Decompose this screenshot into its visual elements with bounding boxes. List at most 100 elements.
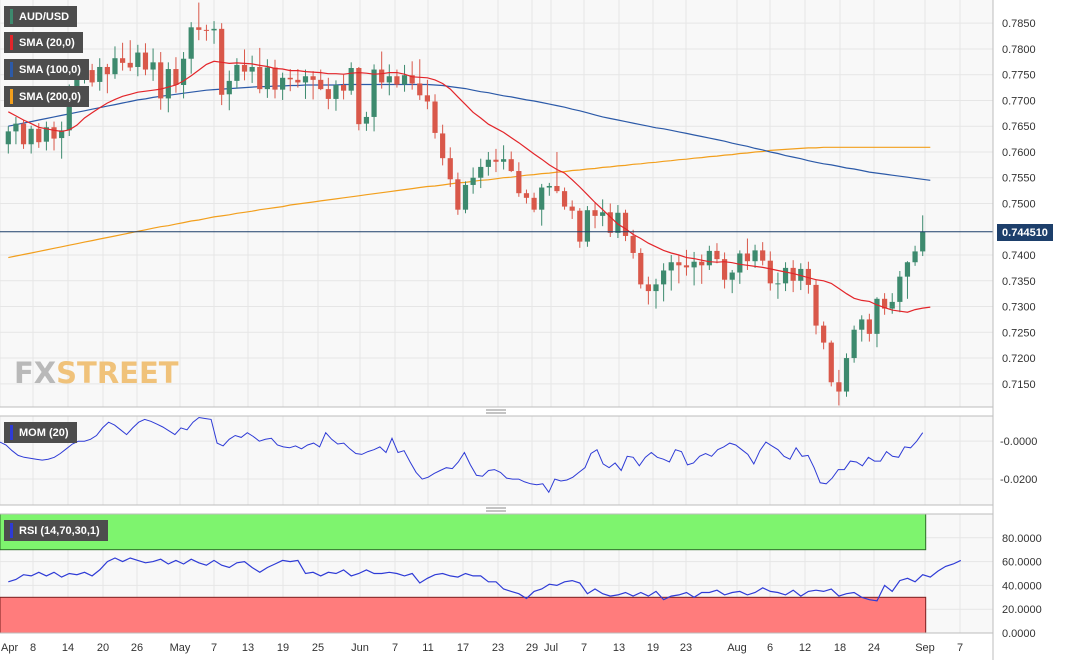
x-tick-label: Jun — [351, 642, 369, 654]
candle-down — [379, 69, 385, 83]
candle-up — [59, 130, 65, 139]
mom-line — [0, 416, 924, 494]
x-tick-label: 24 — [868, 642, 880, 654]
candle-up — [150, 62, 156, 70]
candle-up — [363, 116, 370, 124]
candle-up — [112, 58, 118, 75]
mom-tick-label: -0.0200 — [1000, 474, 1037, 486]
candle-down — [821, 325, 827, 343]
rsi-oversold-zone — [0, 596, 927, 634]
candle-up — [729, 272, 735, 280]
candle-up — [706, 250, 712, 266]
candle-up — [371, 69, 377, 117]
candle-up — [798, 268, 804, 281]
candle-up — [539, 187, 545, 210]
candle-down — [120, 58, 126, 63]
candle-down — [318, 79, 324, 90]
candle-down — [554, 185, 560, 192]
candle-down — [440, 133, 446, 159]
candle-down — [104, 66, 110, 75]
candle-up — [920, 231, 926, 252]
candle-up — [668, 262, 674, 271]
price-tick-label: 0.7500 — [1002, 199, 1036, 211]
sma20-line — [8, 60, 931, 313]
candle-down — [196, 27, 202, 30]
rsi-tick-label: 60.0000 — [1002, 557, 1042, 569]
candle-down — [882, 298, 888, 309]
sma20-label: SMA (20,0) — [19, 36, 75, 49]
x-tick-label: 17 — [457, 642, 469, 654]
candle-up — [470, 177, 476, 185]
x-tick-label: Sep — [915, 642, 935, 654]
candle-down — [325, 89, 331, 99]
candle-down — [607, 212, 613, 233]
x-tick-label: 20 — [97, 642, 109, 654]
sma200-line — [8, 146, 931, 259]
candle-up — [501, 159, 507, 162]
price-tick-label: 0.7150 — [1002, 379, 1036, 391]
candle-up — [135, 52, 141, 67]
candle-down — [295, 79, 301, 83]
candle-down — [142, 52, 149, 70]
candle-up — [661, 270, 667, 285]
candle-down — [20, 123, 27, 145]
candle-down — [592, 210, 598, 216]
x-tick-label: 12 — [799, 642, 811, 654]
candle-up — [66, 88, 72, 131]
candle-down — [287, 77, 293, 80]
price-tick-label: 0.7700 — [1002, 95, 1036, 107]
candle-down — [638, 252, 644, 285]
x-tick-label: 18 — [834, 642, 846, 654]
sma200-label: SMA (200,0) — [19, 90, 81, 103]
price-tick-label: 0.7800 — [1002, 44, 1036, 56]
candle-down — [790, 267, 796, 281]
candle-down — [828, 342, 834, 383]
candle-down — [409, 75, 415, 84]
price-tick-label: 0.7200 — [1002, 353, 1036, 365]
candle-up — [188, 27, 194, 59]
x-tick-label: 8 — [30, 642, 36, 654]
candle-down — [455, 179, 461, 210]
x-tick-label: Jul — [544, 642, 558, 654]
current-price-label: 0.744510 — [997, 224, 1053, 241]
price-tick-label: 0.7650 — [1002, 121, 1036, 133]
candle-down — [866, 319, 872, 334]
x-tick-label: Apr — [1, 642, 18, 654]
rsi-tag: RSI (14,70,30,1) — [4, 520, 108, 541]
candle-up — [180, 58, 187, 86]
candle-down — [394, 76, 400, 85]
rsi-swatch — [10, 523, 13, 538]
candle-up — [478, 166, 484, 178]
candle-down — [569, 206, 575, 211]
candle-down — [760, 250, 766, 261]
sma100-label: SMA (100,0) — [19, 63, 81, 76]
candle-up — [249, 66, 255, 72]
candle-down — [699, 261, 705, 266]
symbol-swatch — [10, 9, 13, 24]
candle-down — [714, 250, 720, 260]
sma200-tag: SMA (200,0) — [4, 86, 89, 107]
fxstreet-logo: FXSTREET — [14, 356, 179, 390]
rsi-tick-label: 40.0000 — [1002, 580, 1042, 592]
candle-up — [653, 284, 659, 292]
candle-up — [386, 76, 392, 83]
candle-down — [272, 67, 278, 90]
candle-up — [851, 329, 857, 359]
candle-up — [462, 184, 469, 210]
x-tick-label: 7 — [392, 642, 398, 654]
sma200-swatch — [10, 89, 13, 104]
x-tick-label: 14 — [62, 642, 74, 654]
candle-down — [813, 284, 819, 326]
candle-down — [531, 197, 537, 210]
x-tick-label: 29 — [526, 642, 538, 654]
candle-down — [744, 253, 751, 262]
candle-up — [691, 261, 697, 268]
rsi-tick-label: 20.0000 — [1002, 604, 1042, 616]
x-tick-label: 23 — [492, 642, 504, 654]
x-tick-label: 26 — [131, 642, 143, 654]
candle-down — [508, 159, 514, 172]
price-tick-label: 0.7300 — [1002, 302, 1036, 314]
candle-down — [622, 212, 629, 236]
rsi-line — [8, 557, 962, 602]
